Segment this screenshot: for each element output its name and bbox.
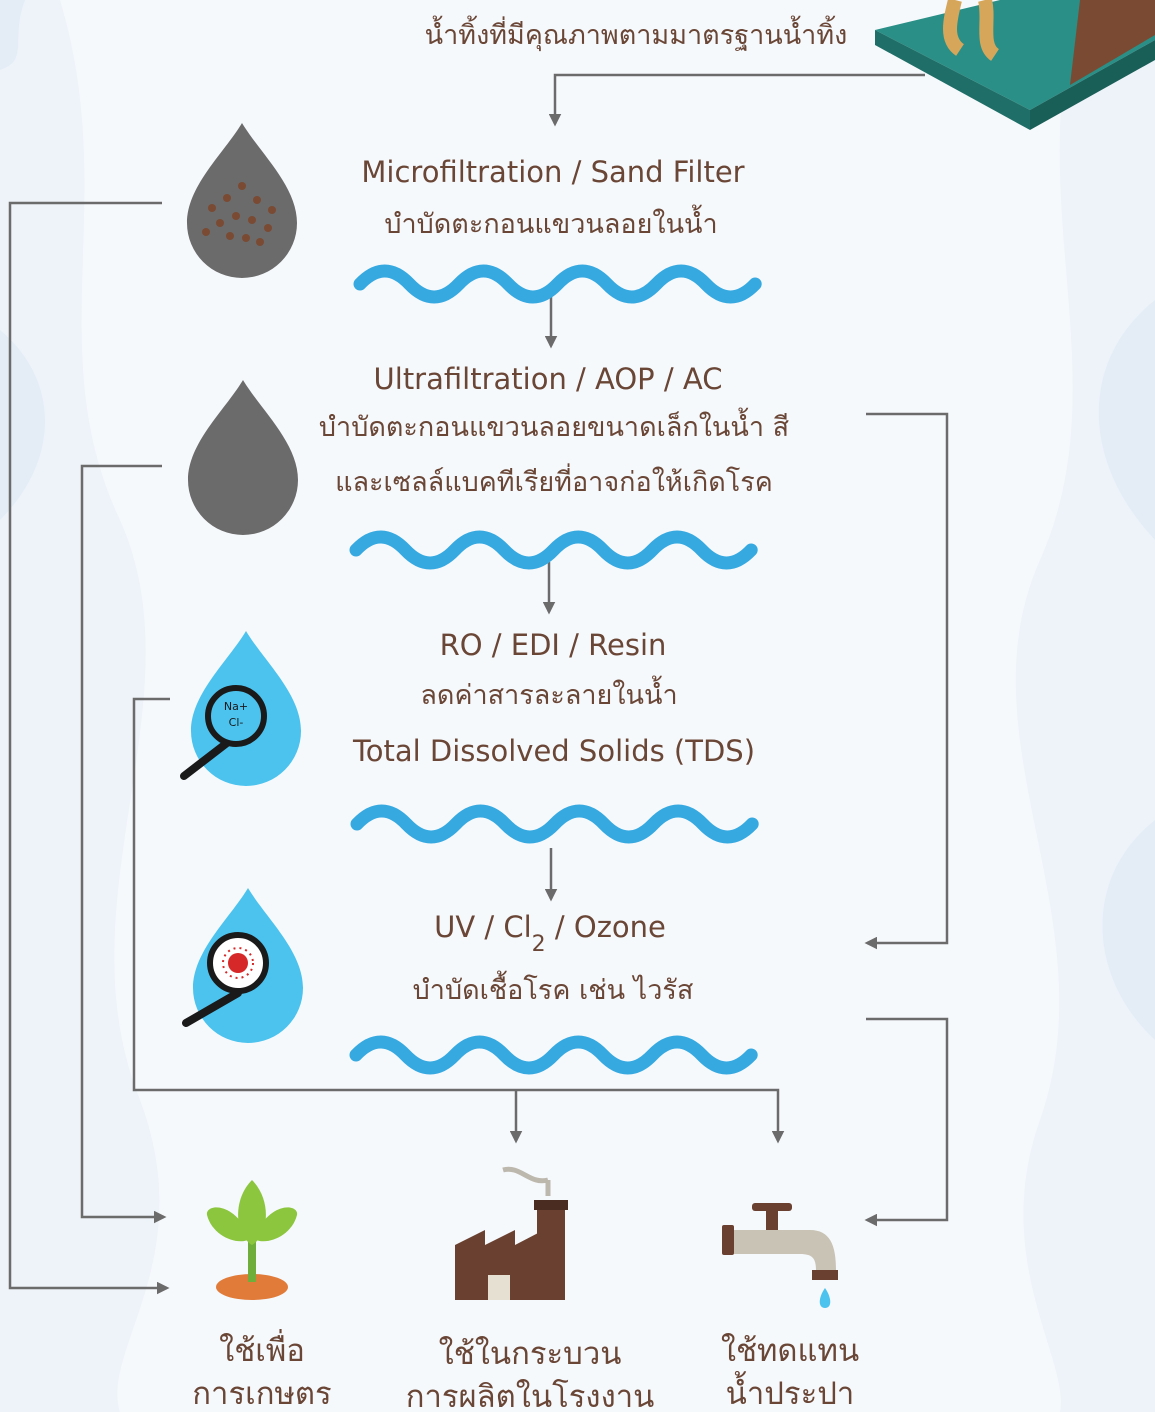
- stage-description: บำบัดตะกอนแขวนลอยขนาดเล็กในน้ำ สี: [319, 407, 789, 443]
- stage-title: Microfiltration / Sand Filter: [361, 155, 744, 189]
- icon-label: Cl-: [229, 716, 244, 729]
- output-label: ใช้ในกระบวน: [439, 1336, 622, 1372]
- stage-description: บำบัดตะกอนแขวนลอยในน้ำ: [384, 204, 717, 240]
- title-subscript: 2: [532, 932, 546, 957]
- header-title: น้ำทิ้งที่มีคุณภาพตามมาตรฐานน้ำทิ้ง: [425, 15, 848, 52]
- icon-label: Na+: [224, 700, 248, 713]
- stage-description: บำบัดเชื้อโรค เช่น ไวรัส: [413, 970, 694, 1006]
- stage-description: ลดค่าสารละลายในน้ำ: [420, 675, 677, 711]
- stage-description: Total Dissolved Solids (TDS): [352, 734, 755, 768]
- stage-title: RO / EDI / Resin: [440, 628, 667, 662]
- title-part: UV / Cl: [434, 910, 532, 944]
- diagram: น้ำทิ้งที่มีคุณภาพตามมาตรฐานน้ำทิ้ง Micr…: [0, 0, 1155, 1412]
- output-label: การผลิตในโรงงาน: [406, 1379, 655, 1412]
- output-label: ใช้เพื่อ: [219, 1329, 305, 1369]
- stage-description: และเซลล์แบคทีเรียที่อาจก่อให้เกิดโรค: [335, 463, 773, 498]
- output-label: ใช้ทดแทน: [721, 1333, 859, 1369]
- output-label: น้ำประปา: [726, 1371, 855, 1412]
- title-part: / Ozone: [546, 910, 666, 944]
- output-label: การเกษตร: [192, 1376, 331, 1412]
- stage-title: Ultrafiltration / AOP / AC: [374, 362, 723, 396]
